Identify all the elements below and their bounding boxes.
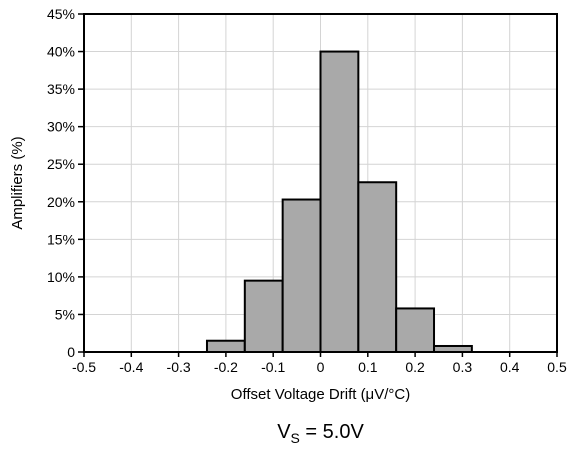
x-tick-label: -0.3 xyxy=(167,359,191,375)
x-tick-label: -0.2 xyxy=(214,359,238,375)
x-tick-label: 0.2 xyxy=(405,359,425,375)
condition-value: = 5.0V xyxy=(300,421,365,443)
histogram-bar xyxy=(205,339,246,354)
x-axis-ticks: -0.5 -0.4 -0.3 -0.2 -0.1 0 0.1 0.2 0.3 0.4 0.5 xyxy=(72,352,567,375)
y-tick-label: 40% xyxy=(47,44,75,60)
x-tick-label: 0 xyxy=(317,359,325,375)
y-axis-ticks: 0 5% 10% 15% 20% 25% 30% 35% 40% 45% xyxy=(47,6,84,360)
condition-main: V xyxy=(277,421,291,443)
x-tick-label: 0.1 xyxy=(358,359,378,375)
x-tick-label: -0.4 xyxy=(119,359,143,375)
histogram-bar xyxy=(395,307,436,353)
y-tick-label: 0 xyxy=(67,344,75,360)
x-tick-label: 0.5 xyxy=(547,359,567,375)
y-axis-label: Amplifiers (%) xyxy=(9,136,26,229)
x-axis-label: Offset Voltage Drift (μV/°C) xyxy=(231,386,410,403)
y-tick-label: 35% xyxy=(47,81,75,97)
histogram-bar xyxy=(319,50,360,354)
x-tick-label: -0.5 xyxy=(72,359,96,375)
histogram-bar xyxy=(243,279,284,353)
y-tick-label: 25% xyxy=(47,156,75,172)
y-tick-label: 15% xyxy=(47,231,75,247)
y-tick-label: 45% xyxy=(47,6,75,22)
histogram-bar xyxy=(357,181,398,353)
y-tick-label: 5% xyxy=(55,306,75,322)
x-tick-label: 0.3 xyxy=(453,359,473,375)
condition-subscript: S xyxy=(291,430,300,446)
y-tick-label: 20% xyxy=(47,194,75,210)
y-tick-label: 30% xyxy=(47,119,75,135)
x-tick-label: 0.4 xyxy=(500,359,520,375)
supply-condition-label: VS = 5.0V xyxy=(277,421,364,446)
histogram-bar xyxy=(281,198,322,353)
x-tick-label: -0.1 xyxy=(261,359,285,375)
y-tick-label: 10% xyxy=(47,269,75,285)
